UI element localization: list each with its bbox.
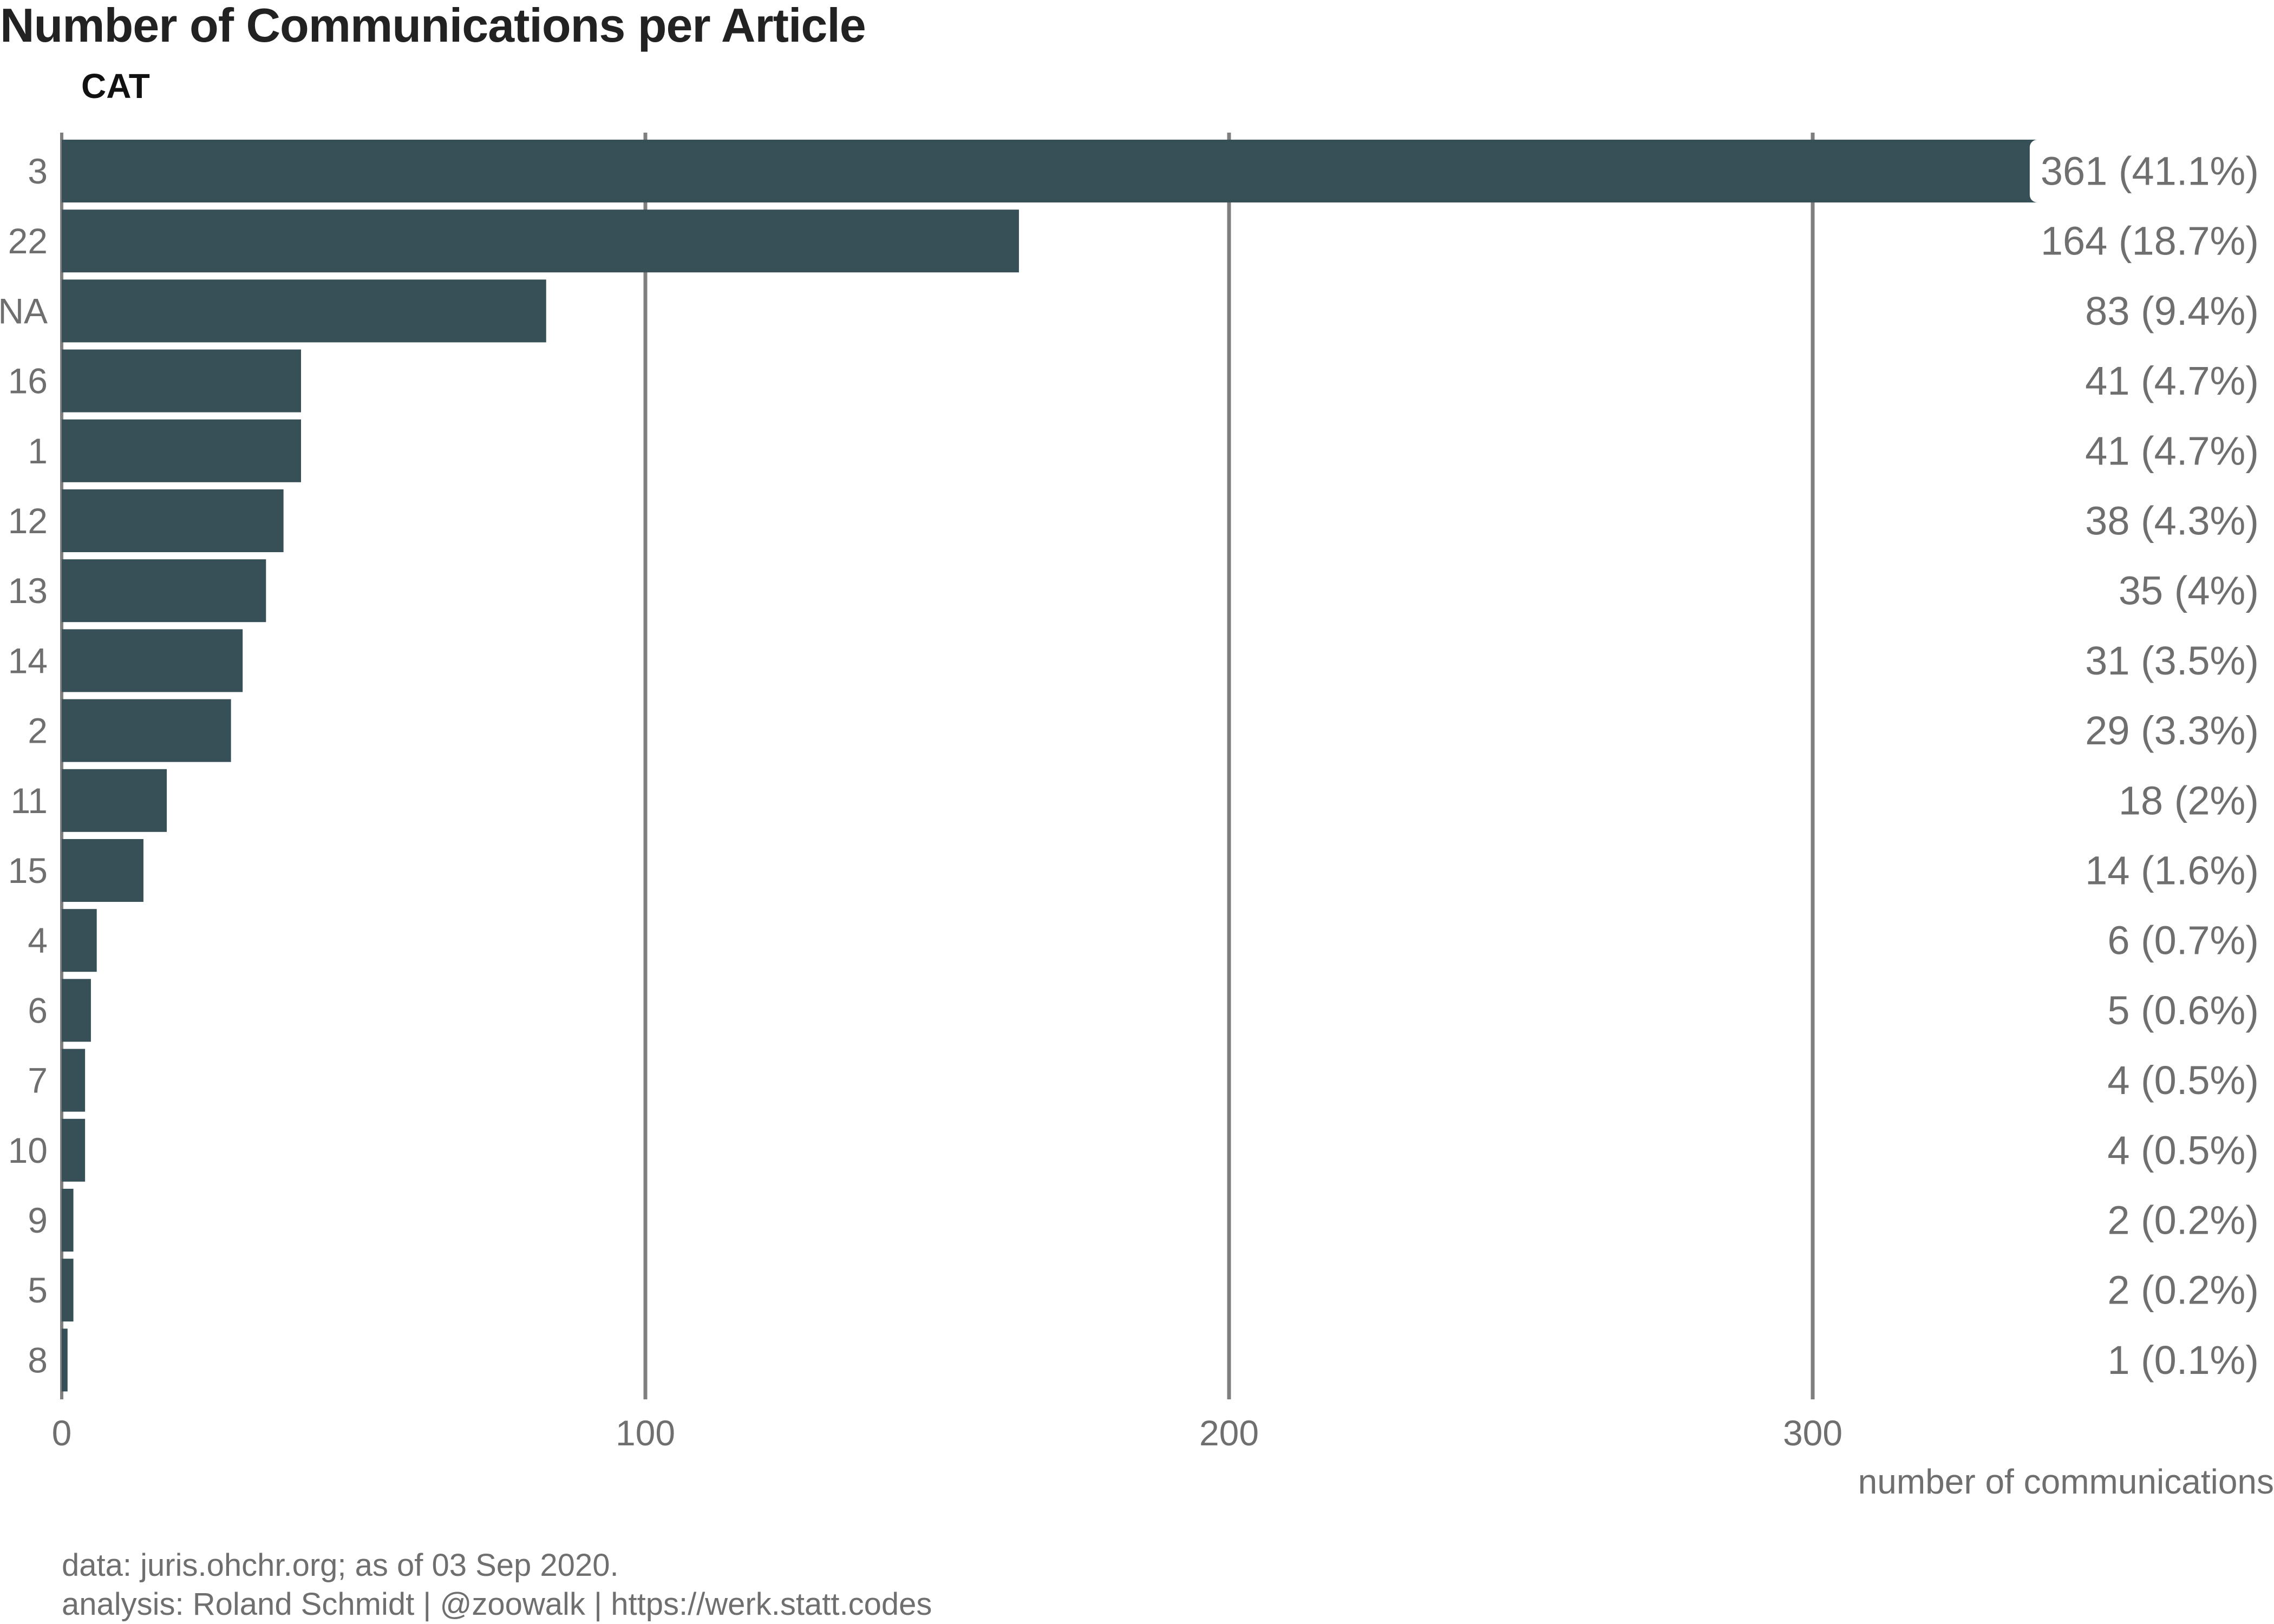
bar-6 <box>62 979 91 1042</box>
y-tick-label-3: 3 <box>28 151 48 191</box>
value-label-4: 6 (0.7%) <box>2107 918 2259 963</box>
bar-NA <box>62 279 546 343</box>
bar-5 <box>62 1259 74 1322</box>
caption-analysis: analysis: Roland Schmidt | @zoowalk | ht… <box>62 1587 932 1622</box>
x-tick-label-300: 300 <box>1783 1413 1842 1453</box>
value-label-11: 18 (2%) <box>2119 778 2259 823</box>
chart-title: Number of Communications per Article <box>0 0 866 52</box>
bar-7 <box>62 1049 86 1112</box>
y-tick-label-7: 7 <box>28 1060 48 1101</box>
value-label-background <box>2029 140 2270 202</box>
bar-4 <box>62 909 97 972</box>
value-label-2: 29 (3.3%) <box>2085 708 2259 753</box>
y-tick-label-15: 15 <box>8 850 48 890</box>
y-tick-label-16: 16 <box>8 361 48 401</box>
bar-3 <box>62 140 2041 202</box>
y-tick-label-13: 13 <box>8 571 48 611</box>
bar-13 <box>62 559 266 623</box>
bar-2 <box>62 699 231 762</box>
value-label-7: 4 (0.5%) <box>2107 1058 2259 1103</box>
y-tick-label-12: 12 <box>8 501 48 541</box>
value-label-3: 361 (41.1%) <box>2041 149 2259 194</box>
bar-15 <box>62 839 143 902</box>
value-label-6: 5 (0.6%) <box>2107 988 2259 1033</box>
bar-22 <box>62 209 1019 273</box>
value-label-22: 164 (18.7%) <box>2041 219 2259 264</box>
facet-label: CAT <box>81 67 150 106</box>
caption-source: data: juris.ohchr.org; as of 03 Sep 2020… <box>62 1548 619 1583</box>
value-label-12: 38 (4.3%) <box>2085 499 2259 543</box>
value-label-1: 41 (4.7%) <box>2085 428 2259 473</box>
bar-9 <box>62 1189 74 1252</box>
bar-8 <box>62 1328 68 1392</box>
y-tick-label-11: 11 <box>10 781 48 821</box>
value-label-8: 1 (0.1%) <box>2107 1338 2259 1383</box>
y-tick-label-9: 9 <box>28 1200 48 1240</box>
x-tick-label-200: 200 <box>1199 1413 1259 1453</box>
value-label-9: 2 (0.2%) <box>2107 1198 2259 1243</box>
bar-1 <box>62 419 301 482</box>
bar-12 <box>62 489 284 552</box>
value-label-15: 14 (1.6%) <box>2085 848 2259 893</box>
x-tick-label-100: 100 <box>616 1413 675 1453</box>
y-tick-label-NA: NA <box>0 291 48 331</box>
y-tick-label-1: 1 <box>28 431 48 471</box>
y-tick-label-5: 5 <box>28 1270 48 1310</box>
bar-chart: 3 361 (41.1%)22 164 (18.7%)NA 83 (9.4%)16 41… <box>0 133 2270 1453</box>
y-tick-label-4: 4 <box>28 920 48 960</box>
value-label-5: 2 (0.2%) <box>2107 1268 2259 1313</box>
y-tick-label-8: 8 <box>28 1340 48 1380</box>
value-label-10: 4 (0.5%) <box>2107 1128 2259 1173</box>
y-tick-label-14: 14 <box>8 640 48 680</box>
y-tick-label-6: 6 <box>28 990 48 1030</box>
y-tick-label-2: 2 <box>28 711 48 751</box>
bar-16 <box>62 349 301 412</box>
value-label-16: 41 (4.7%) <box>2085 358 2259 403</box>
x-tick-label-0: 0 <box>52 1413 72 1453</box>
value-label-13: 35 (4%) <box>2119 568 2259 613</box>
bar-11 <box>62 769 167 832</box>
bar-14 <box>62 629 243 692</box>
bar-10 <box>62 1118 86 1182</box>
value-label-14: 31 (3.5%) <box>2085 638 2259 683</box>
x-axis-label: number of communications <box>1858 1462 2274 1501</box>
y-tick-label-10: 10 <box>8 1130 48 1170</box>
value-label-NA: 83 (9.4%) <box>2085 289 2259 333</box>
y-tick-label-22: 22 <box>8 221 48 261</box>
